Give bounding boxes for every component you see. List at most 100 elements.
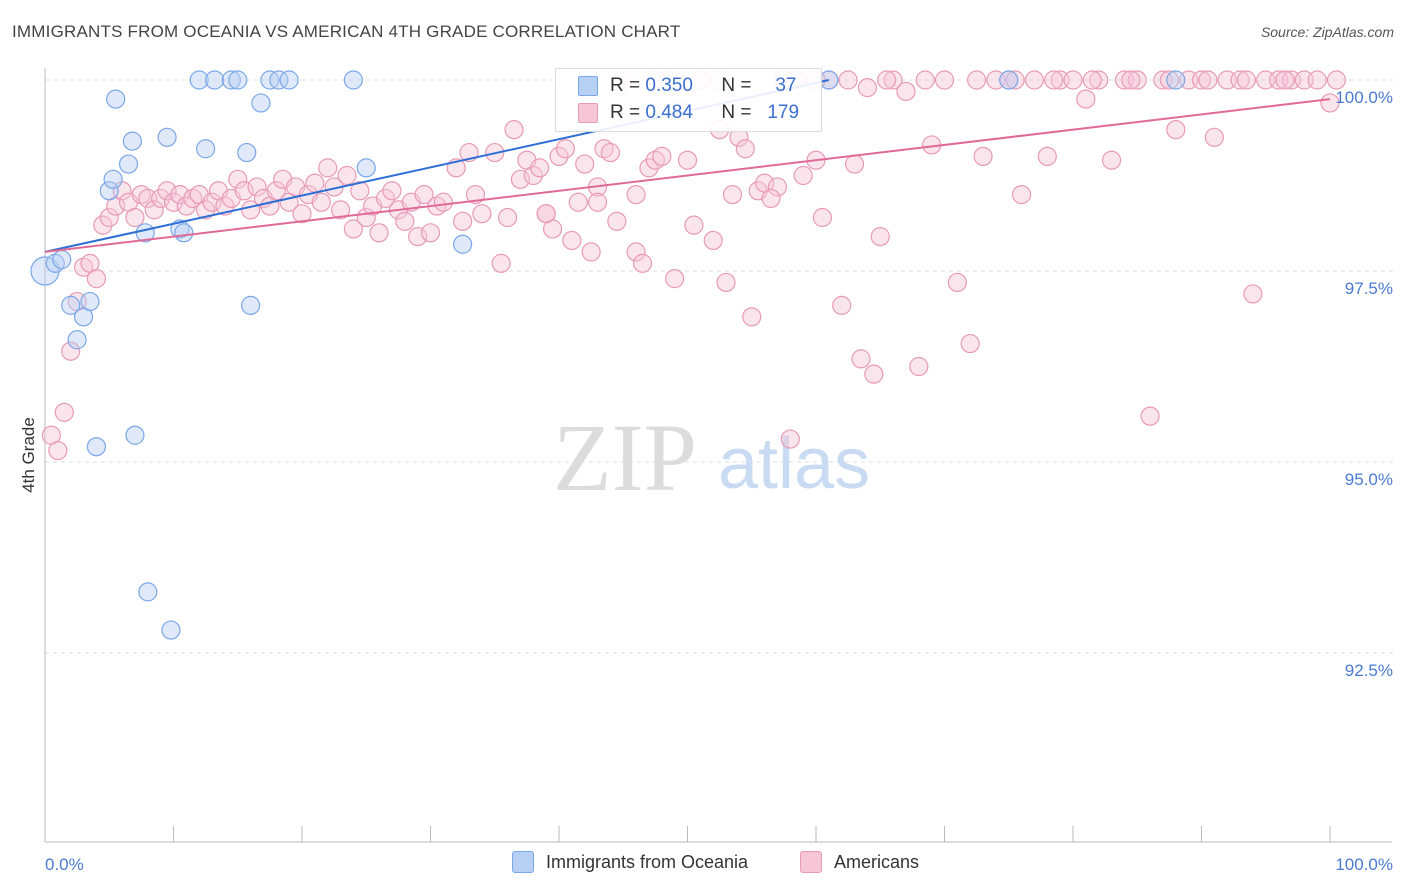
point-americans	[86, 269, 107, 289]
legend-swatch-oceania	[512, 851, 534, 873]
point-americans	[761, 188, 781, 209]
point-oceania	[122, 131, 142, 151]
point-americans	[947, 272, 967, 293]
point-americans	[157, 181, 177, 201]
grid-lines	[45, 79, 1395, 654]
point-americans	[1326, 70, 1347, 90]
point-americans	[632, 253, 653, 273]
point-oceania	[279, 70, 299, 90]
point-oceania	[221, 70, 241, 90]
point-americans	[1076, 89, 1096, 109]
point-americans	[408, 227, 428, 247]
point-americans	[61, 341, 81, 361]
point-oceania	[356, 158, 376, 178]
point-oceania	[106, 89, 126, 109]
point-americans	[703, 230, 723, 251]
point-americans	[144, 200, 164, 220]
point-americans	[1063, 70, 1083, 90]
point-oceania	[251, 93, 271, 113]
point-americans	[870, 227, 890, 247]
point-americans	[1127, 70, 1147, 90]
point-americans	[967, 70, 987, 90]
legend-n-label: N =	[721, 75, 752, 96]
point-oceania	[161, 620, 181, 640]
point-americans	[562, 230, 582, 251]
legend-r-value: 0.484	[645, 102, 693, 123]
point-americans	[163, 192, 184, 212]
legend-n-value: 37	[775, 75, 797, 96]
point-americans	[1166, 120, 1186, 140]
point-americans	[587, 192, 608, 212]
series-legend: Immigrants from Oceania Americans	[0, 851, 1406, 879]
y-tick-label: 95.0%	[1345, 470, 1393, 489]
point-oceania	[189, 70, 209, 90]
point-americans	[1230, 70, 1250, 90]
point-oceania	[86, 437, 107, 457]
point-americans	[568, 192, 588, 212]
point-americans	[909, 356, 929, 377]
point-americans	[1204, 127, 1224, 147]
point-americans	[99, 207, 119, 228]
point-americans	[652, 146, 672, 166]
point-oceania	[269, 70, 289, 90]
point-oceania	[157, 127, 177, 147]
point-americans	[510, 169, 531, 189]
point-americans	[1005, 70, 1025, 90]
series-americans-points	[41, 70, 1347, 461]
point-americans	[343, 219, 363, 239]
point-americans	[420, 223, 441, 243]
point-americans	[93, 215, 113, 235]
point-americans	[1024, 70, 1045, 90]
point-americans	[1191, 70, 1212, 90]
point-oceania	[138, 582, 158, 602]
point-americans	[530, 158, 550, 178]
point-americans	[1140, 406, 1160, 426]
legend-item-americans[interactable]: Americans	[800, 851, 919, 873]
legend-swatch-americans	[578, 103, 598, 123]
legend-r-label: R =	[610, 75, 641, 96]
chart-title: IMMIGRANTS FROM OCEANIA VS AMERICAN 4TH …	[12, 22, 681, 41]
point-americans	[793, 165, 813, 186]
point-americans	[375, 188, 396, 209]
point-americans	[812, 207, 833, 228]
point-americans	[369, 223, 389, 243]
point-oceania	[80, 291, 100, 312]
point-americans	[555, 139, 576, 159]
point-oceania	[103, 169, 123, 189]
point-americans	[247, 177, 267, 197]
point-americans	[973, 146, 993, 166]
point-americans	[832, 295, 852, 315]
point-americans	[780, 429, 800, 449]
point-americans	[350, 181, 370, 201]
point-americans	[1275, 70, 1295, 90]
point-oceania	[174, 223, 194, 243]
point-oceania	[999, 70, 1019, 90]
y-tick-label: 92.5%	[1345, 661, 1393, 680]
point-americans	[742, 307, 762, 327]
point-americans	[170, 185, 190, 205]
legend-label-oceania: Immigrants from Oceania	[546, 851, 749, 872]
x-tick-label: 0.0%	[45, 855, 84, 874]
point-americans	[575, 154, 595, 174]
point-oceania	[241, 295, 261, 315]
point-americans	[305, 173, 325, 193]
point-americans	[337, 165, 357, 186]
point-americans	[311, 192, 331, 212]
point-oceania	[52, 249, 72, 270]
legend-item-oceania[interactable]: Immigrants from Oceania	[512, 851, 748, 873]
point-americans	[915, 70, 935, 90]
point-americans	[857, 78, 878, 98]
point-americans	[1089, 70, 1109, 90]
y-tick-label: 97.5%	[1345, 279, 1393, 298]
point-oceania	[205, 70, 225, 90]
point-americans	[472, 204, 492, 224]
point-americans	[1121, 70, 1141, 90]
point-americans	[125, 207, 145, 228]
point-oceania	[67, 330, 87, 350]
point-americans	[498, 207, 518, 228]
point-americans	[1101, 150, 1122, 170]
point-americans	[433, 192, 453, 212]
legend-n-label: N =	[721, 102, 752, 123]
point-americans	[864, 364, 884, 384]
